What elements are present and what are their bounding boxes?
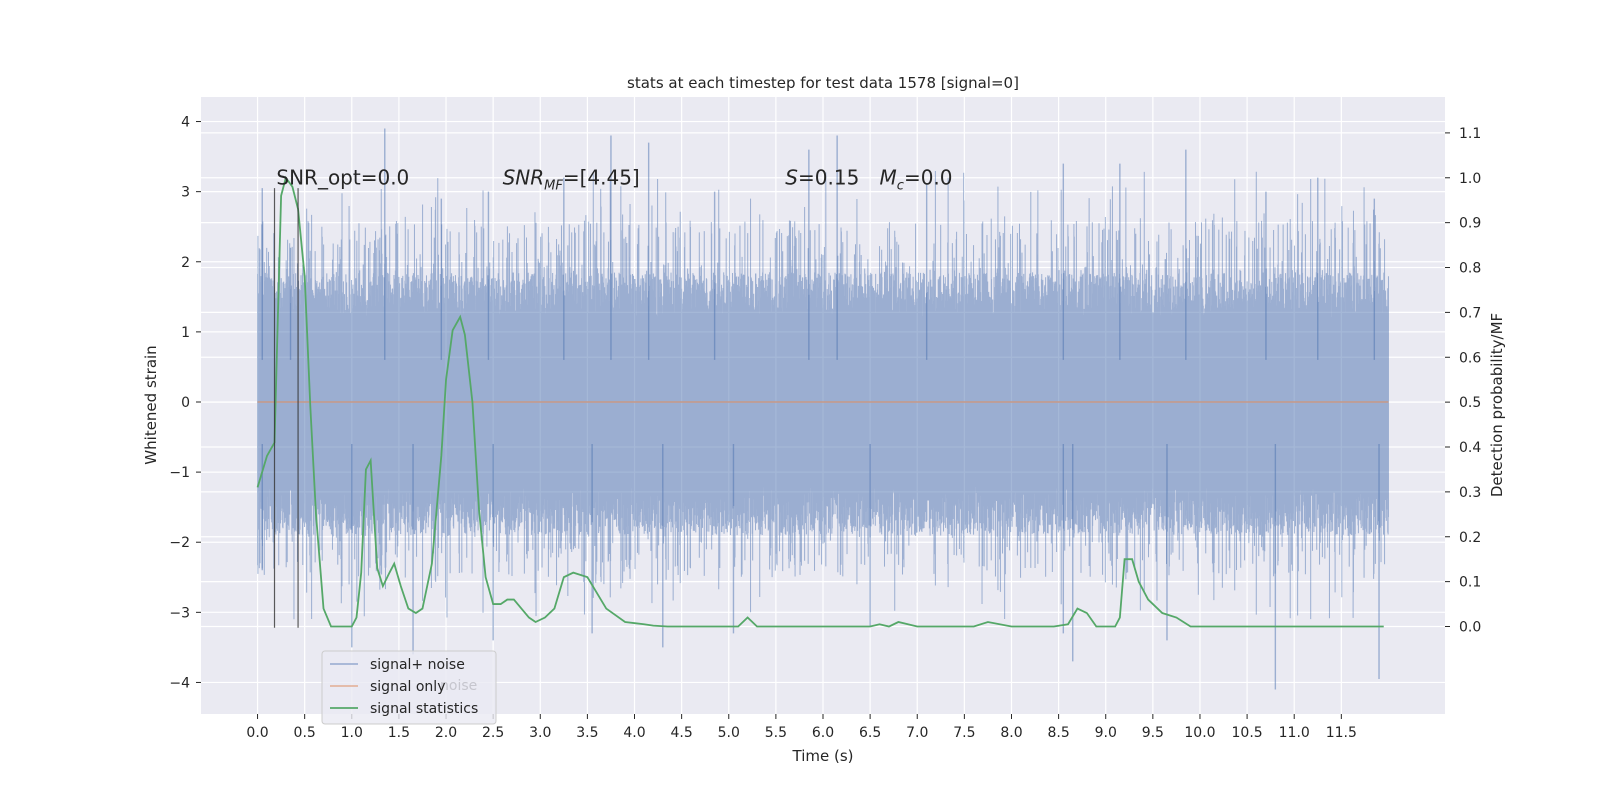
- x-tick-label: 4.5: [671, 725, 693, 741]
- annotation-chirp-mass: Mc=0.0: [880, 166, 953, 194]
- y2-tick-label: 0.3: [1459, 485, 1481, 501]
- x-tick-label: 11.5: [1326, 725, 1357, 741]
- legend-ghost-text: noise: [440, 678, 477, 694]
- x-tick-label: 2.0: [435, 725, 457, 741]
- y-tick-label: −4: [169, 675, 190, 691]
- x-tick-label: 1.0: [341, 725, 363, 741]
- x-tick-label: 5.5: [765, 725, 787, 741]
- x-tick-label: 7.0: [906, 725, 928, 741]
- y-tick-label: 4: [181, 115, 190, 131]
- y2-axis-label: Detection probability/MF: [1488, 313, 1506, 497]
- x-axis-ticks: 0.0 0.5 1.0 1.5 2.0 2.5 3.0 3.5 4.0 4.5 5.0 5.5 6.0 6…: [246, 714, 1357, 741]
- x-tick-label: 1.5: [388, 725, 410, 741]
- legend-entry-signal-noise: signal+ noise: [370, 657, 465, 673]
- x-tick-label: 8.5: [1047, 725, 1069, 741]
- x-tick-label: 0.0: [246, 725, 268, 741]
- signal-statistics-series: [256, 175, 1384, 628]
- chart-title: stats at each timestep for test data 157…: [627, 74, 1019, 92]
- y2-tick-label: 0.0: [1459, 619, 1481, 635]
- x-tick-label: 9.0: [1095, 725, 1117, 741]
- y2-tick-label: 0.6: [1459, 350, 1481, 366]
- annotation-s-stat: S=0.15: [785, 166, 859, 190]
- x-tick-label: 10.0: [1184, 725, 1215, 741]
- legend-entry-signal-statistics: signal statistics: [370, 701, 478, 717]
- x-tick-label: 3.0: [529, 725, 551, 741]
- y-axis-ticks: −4 −3 −2 −1 0 1 2 3 4: [169, 115, 201, 691]
- annotation-snr-mf: SNRMF=[4.45]: [503, 166, 640, 194]
- x-tick-label: 0.5: [294, 725, 316, 741]
- x-tick-label: 8.0: [1000, 725, 1022, 741]
- y-tick-label: 1: [181, 325, 190, 341]
- legend-entry-signal-only: signal only: [370, 679, 445, 695]
- x-tick-label: 6.0: [812, 725, 834, 741]
- legend-box: [321, 650, 497, 725]
- y2-tick-label: 0.1: [1459, 575, 1481, 591]
- x-tick-label: 9.5: [1142, 725, 1164, 741]
- y2-tick-label: 0.2: [1459, 530, 1481, 546]
- x-tick-label: 2.5: [482, 725, 504, 741]
- legend: noise signal+ noise signal only signal s…: [321, 650, 497, 725]
- signal-noise-series: [257, 128, 1389, 690]
- x-tick-label: 7.5: [953, 725, 975, 741]
- y-axis-label: Whitened strain: [142, 345, 160, 464]
- annotation-snr-opt: SNR_opt=0.0: [276, 166, 409, 190]
- x-tick-label: 6.5: [859, 725, 881, 741]
- x-tick-label: 11.0: [1279, 725, 1310, 741]
- y-tick-label: 0: [181, 395, 190, 411]
- y2-tick-label: 0.7: [1459, 305, 1481, 321]
- y-tick-label: −3: [169, 605, 190, 621]
- x-tick-label: 5.0: [718, 725, 740, 741]
- signal-noise-spikes: [261, 128, 1380, 690]
- vertical-markers: [273, 188, 299, 628]
- y-tick-label: 2: [181, 255, 190, 271]
- y2-axis-ticks: 0.0 0.1 0.2 0.3 0.4 0.5 0.6 0.7 0.8 0.9 1.0 1.1: [1445, 126, 1481, 635]
- x-tick-label: 3.5: [576, 725, 598, 741]
- y2-tick-label: 0.4: [1459, 440, 1481, 456]
- signal-statistics-line: [256, 175, 1384, 628]
- y2-tick-label: 1.1: [1459, 126, 1481, 142]
- x-tick-label: 10.5: [1232, 725, 1263, 741]
- y2-tick-label: 0.8: [1459, 261, 1481, 277]
- x-axis-label: Time (s): [792, 747, 854, 765]
- annotations: SNR_opt=0.0 SNRMF=[4.45] S=0.15 Mc=0.0: [276, 166, 952, 194]
- y2-tick-label: 0.9: [1459, 216, 1481, 232]
- y2-tick-label: 1.0: [1459, 171, 1481, 187]
- y-tick-label: 3: [181, 185, 190, 201]
- x-tick-label: 4.0: [623, 725, 645, 741]
- y-tick-label: −1: [169, 465, 190, 481]
- y2-tick-label: 0.5: [1459, 395, 1481, 411]
- y-tick-label: −2: [169, 535, 190, 551]
